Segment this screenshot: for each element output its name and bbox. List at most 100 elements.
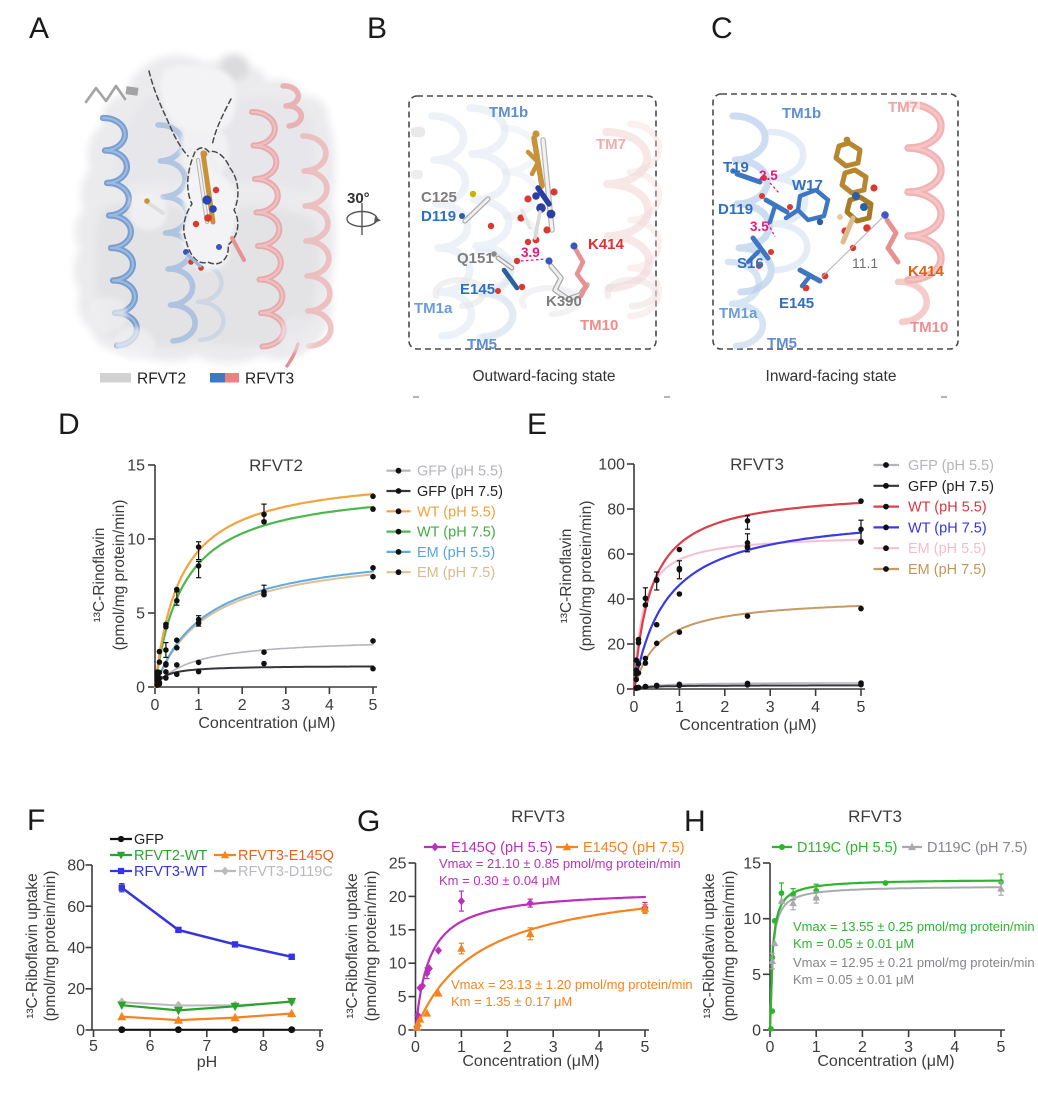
svg-text:WT (pH 7.5): WT (pH 7.5) (417, 525, 496, 541)
svg-text:WT (pH 7.5): WT (pH 7.5) (908, 520, 987, 536)
svg-text:Vmax = 23.13 ± 1.20 pmol/mg pr: Vmax = 23.13 ± 1.20 pmol/mg protein/min (451, 977, 693, 992)
svg-text:RFVT2: RFVT2 (137, 371, 186, 388)
svg-text:D: D (58, 408, 80, 441)
svg-text:(pmol/mg protein/min): (pmol/mg protein/min) (578, 501, 595, 652)
svg-text:(pmol/mg protein/min): (pmol/mg protein/min) (111, 500, 128, 651)
svg-text:EM (pH 7.5): EM (pH 7.5) (908, 562, 986, 578)
svg-text:5: 5 (369, 697, 378, 714)
svg-text:5: 5 (752, 967, 761, 984)
svg-text:TM10: TM10 (910, 319, 948, 336)
svg-text:Concentration (μM): Concentration (μM) (462, 1053, 599, 1070)
svg-text:GFP: GFP (134, 832, 164, 848)
svg-text:7: 7 (202, 1038, 211, 1055)
svg-text:EM (pH 5.5): EM (pH 5.5) (417, 545, 495, 561)
svg-text:Inward-facing state: Inward-facing state (766, 368, 897, 385)
svg-text:RFVT3-WT: RFVT3-WT (134, 864, 207, 880)
svg-text:H: H (684, 805, 706, 838)
svg-text:15: 15 (743, 856, 761, 873)
svg-text:Q151: Q151 (457, 250, 494, 267)
svg-text:Km = 0.30 ± 0.04 μM: Km = 0.30 ± 0.04 μM (439, 873, 560, 888)
svg-text:0: 0 (136, 680, 145, 697)
svg-text:WT (pH 5.5): WT (pH 5.5) (417, 504, 496, 520)
svg-text:RFVT2-WT: RFVT2-WT (134, 848, 207, 864)
svg-text:TM7: TM7 (888, 99, 918, 116)
svg-text:1: 1 (457, 1039, 466, 1056)
svg-text:EM (pH 5.5): EM (pH 5.5) (908, 541, 986, 557)
svg-text:¹³C-Riboflavin uptake: ¹³C-Riboflavin uptake (701, 873, 718, 1019)
svg-text:Vmax = 13.55 ± 0.25 pmol/mg pr: Vmax = 13.55 ± 0.25 pmol/mg protein/min (793, 919, 1035, 934)
svg-text:RFVT3-E145Q: RFVT3-E145Q (238, 848, 334, 864)
svg-text:TM1a: TM1a (719, 305, 758, 322)
svg-text:1: 1 (812, 1039, 821, 1056)
svg-text:Km = 0.05 ± 0.01 μM: Km = 0.05 ± 0.01 μM (793, 936, 914, 951)
svg-text:TM5: TM5 (767, 335, 797, 352)
svg-text:Vmax = 12.95 ± 0.21 pmol/mg pr: Vmax = 12.95 ± 0.21 pmol/mg protein/min (793, 955, 1035, 970)
svg-text:30°: 30° (347, 190, 370, 207)
svg-text:E145Q (pH 7.5): E145Q (pH 7.5) (583, 840, 685, 856)
svg-text:9: 9 (316, 1038, 325, 1055)
svg-text:¹³C-Rinoflavin: ¹³C-Rinoflavin (558, 529, 575, 624)
svg-text:E145: E145 (779, 295, 814, 312)
svg-text:4: 4 (595, 1039, 604, 1056)
svg-text:2.5: 2.5 (759, 168, 778, 183)
svg-text:2: 2 (858, 1039, 867, 1056)
svg-text:GFP (pH 7.5): GFP (pH 7.5) (417, 484, 503, 500)
svg-text:GFP (pH 5.5): GFP (pH 5.5) (908, 458, 994, 474)
svg-text:¹³C-Riboflavin uptake: ¹³C-Riboflavin uptake (344, 873, 361, 1019)
svg-text:RFVT3-D119C: RFVT3-D119C (238, 864, 333, 880)
svg-text:3.9: 3.9 (521, 245, 540, 260)
svg-text:20: 20 (389, 889, 407, 906)
svg-text:(pmol/mg protein/min): (pmol/mg protein/min) (721, 871, 738, 1022)
svg-text:5: 5 (857, 699, 866, 716)
svg-text:TM1a: TM1a (414, 300, 453, 317)
svg-text:D119C (pH 5.5): D119C (pH 5.5) (797, 840, 897, 856)
svg-text:5: 5 (398, 989, 407, 1006)
svg-text:10: 10 (743, 911, 761, 928)
svg-text:WT (pH 5.5): WT (pH 5.5) (908, 500, 987, 516)
svg-text:15: 15 (389, 922, 407, 939)
svg-text:F: F (27, 804, 45, 837)
svg-text:K390: K390 (546, 293, 582, 310)
svg-text:D119C (pH 7.5): D119C (pH 7.5) (927, 840, 1027, 856)
svg-text:0: 0 (630, 699, 639, 716)
svg-text:4: 4 (325, 697, 334, 714)
svg-text:60: 60 (67, 899, 85, 916)
svg-text:5: 5 (136, 606, 145, 623)
svg-text:(pmol/mg protein/min): (pmol/mg protein/min) (363, 871, 380, 1022)
svg-text:RFVT3: RFVT3 (730, 455, 784, 474)
svg-text:10: 10 (389, 956, 407, 973)
svg-text:Concentration (μM): Concentration (μM) (817, 1053, 954, 1070)
svg-text:E: E (527, 408, 547, 441)
svg-text:0: 0 (76, 1023, 85, 1040)
svg-text:6: 6 (146, 1038, 155, 1055)
svg-text:0: 0 (398, 1023, 407, 1040)
svg-text:0: 0 (752, 1023, 761, 1040)
svg-text:W17: W17 (792, 177, 823, 194)
svg-text:Km = 1.35 ± 0.17 μM: Km = 1.35 ± 0.17 μM (451, 994, 572, 1009)
svg-text:D119: D119 (421, 208, 456, 225)
svg-text:RFVT3: RFVT3 (245, 371, 294, 388)
svg-text:TM5: TM5 (467, 336, 497, 353)
svg-text:3: 3 (766, 699, 775, 716)
svg-text:0: 0 (766, 1039, 775, 1056)
svg-text:80: 80 (607, 502, 625, 519)
svg-text:E145Q (pH 5.5): E145Q (pH 5.5) (451, 840, 553, 856)
svg-text:1: 1 (675, 699, 684, 716)
svg-text:E145: E145 (460, 281, 495, 298)
svg-text:RFVT2: RFVT2 (249, 456, 303, 475)
svg-text:C: C (711, 12, 733, 45)
svg-text:Concentration (μM): Concentration (μM) (679, 717, 816, 734)
svg-text:5: 5 (997, 1039, 1006, 1056)
svg-text:Concentration (μM): Concentration (μM) (198, 715, 335, 732)
svg-text:40: 40 (607, 592, 625, 609)
svg-text:RFVT3: RFVT3 (511, 807, 565, 826)
svg-text:G: G (357, 805, 380, 838)
svg-text:K414: K414 (588, 236, 625, 253)
svg-text:1: 1 (194, 697, 203, 714)
svg-text:¹³C-Riboflavin uptake: ¹³C-Riboflavin uptake (24, 873, 41, 1019)
svg-text:RFVT3: RFVT3 (848, 807, 902, 826)
svg-text:20: 20 (67, 981, 85, 998)
svg-text:5: 5 (641, 1039, 650, 1056)
svg-text:C125: C125 (421, 189, 457, 206)
svg-text:S16: S16 (737, 255, 764, 272)
